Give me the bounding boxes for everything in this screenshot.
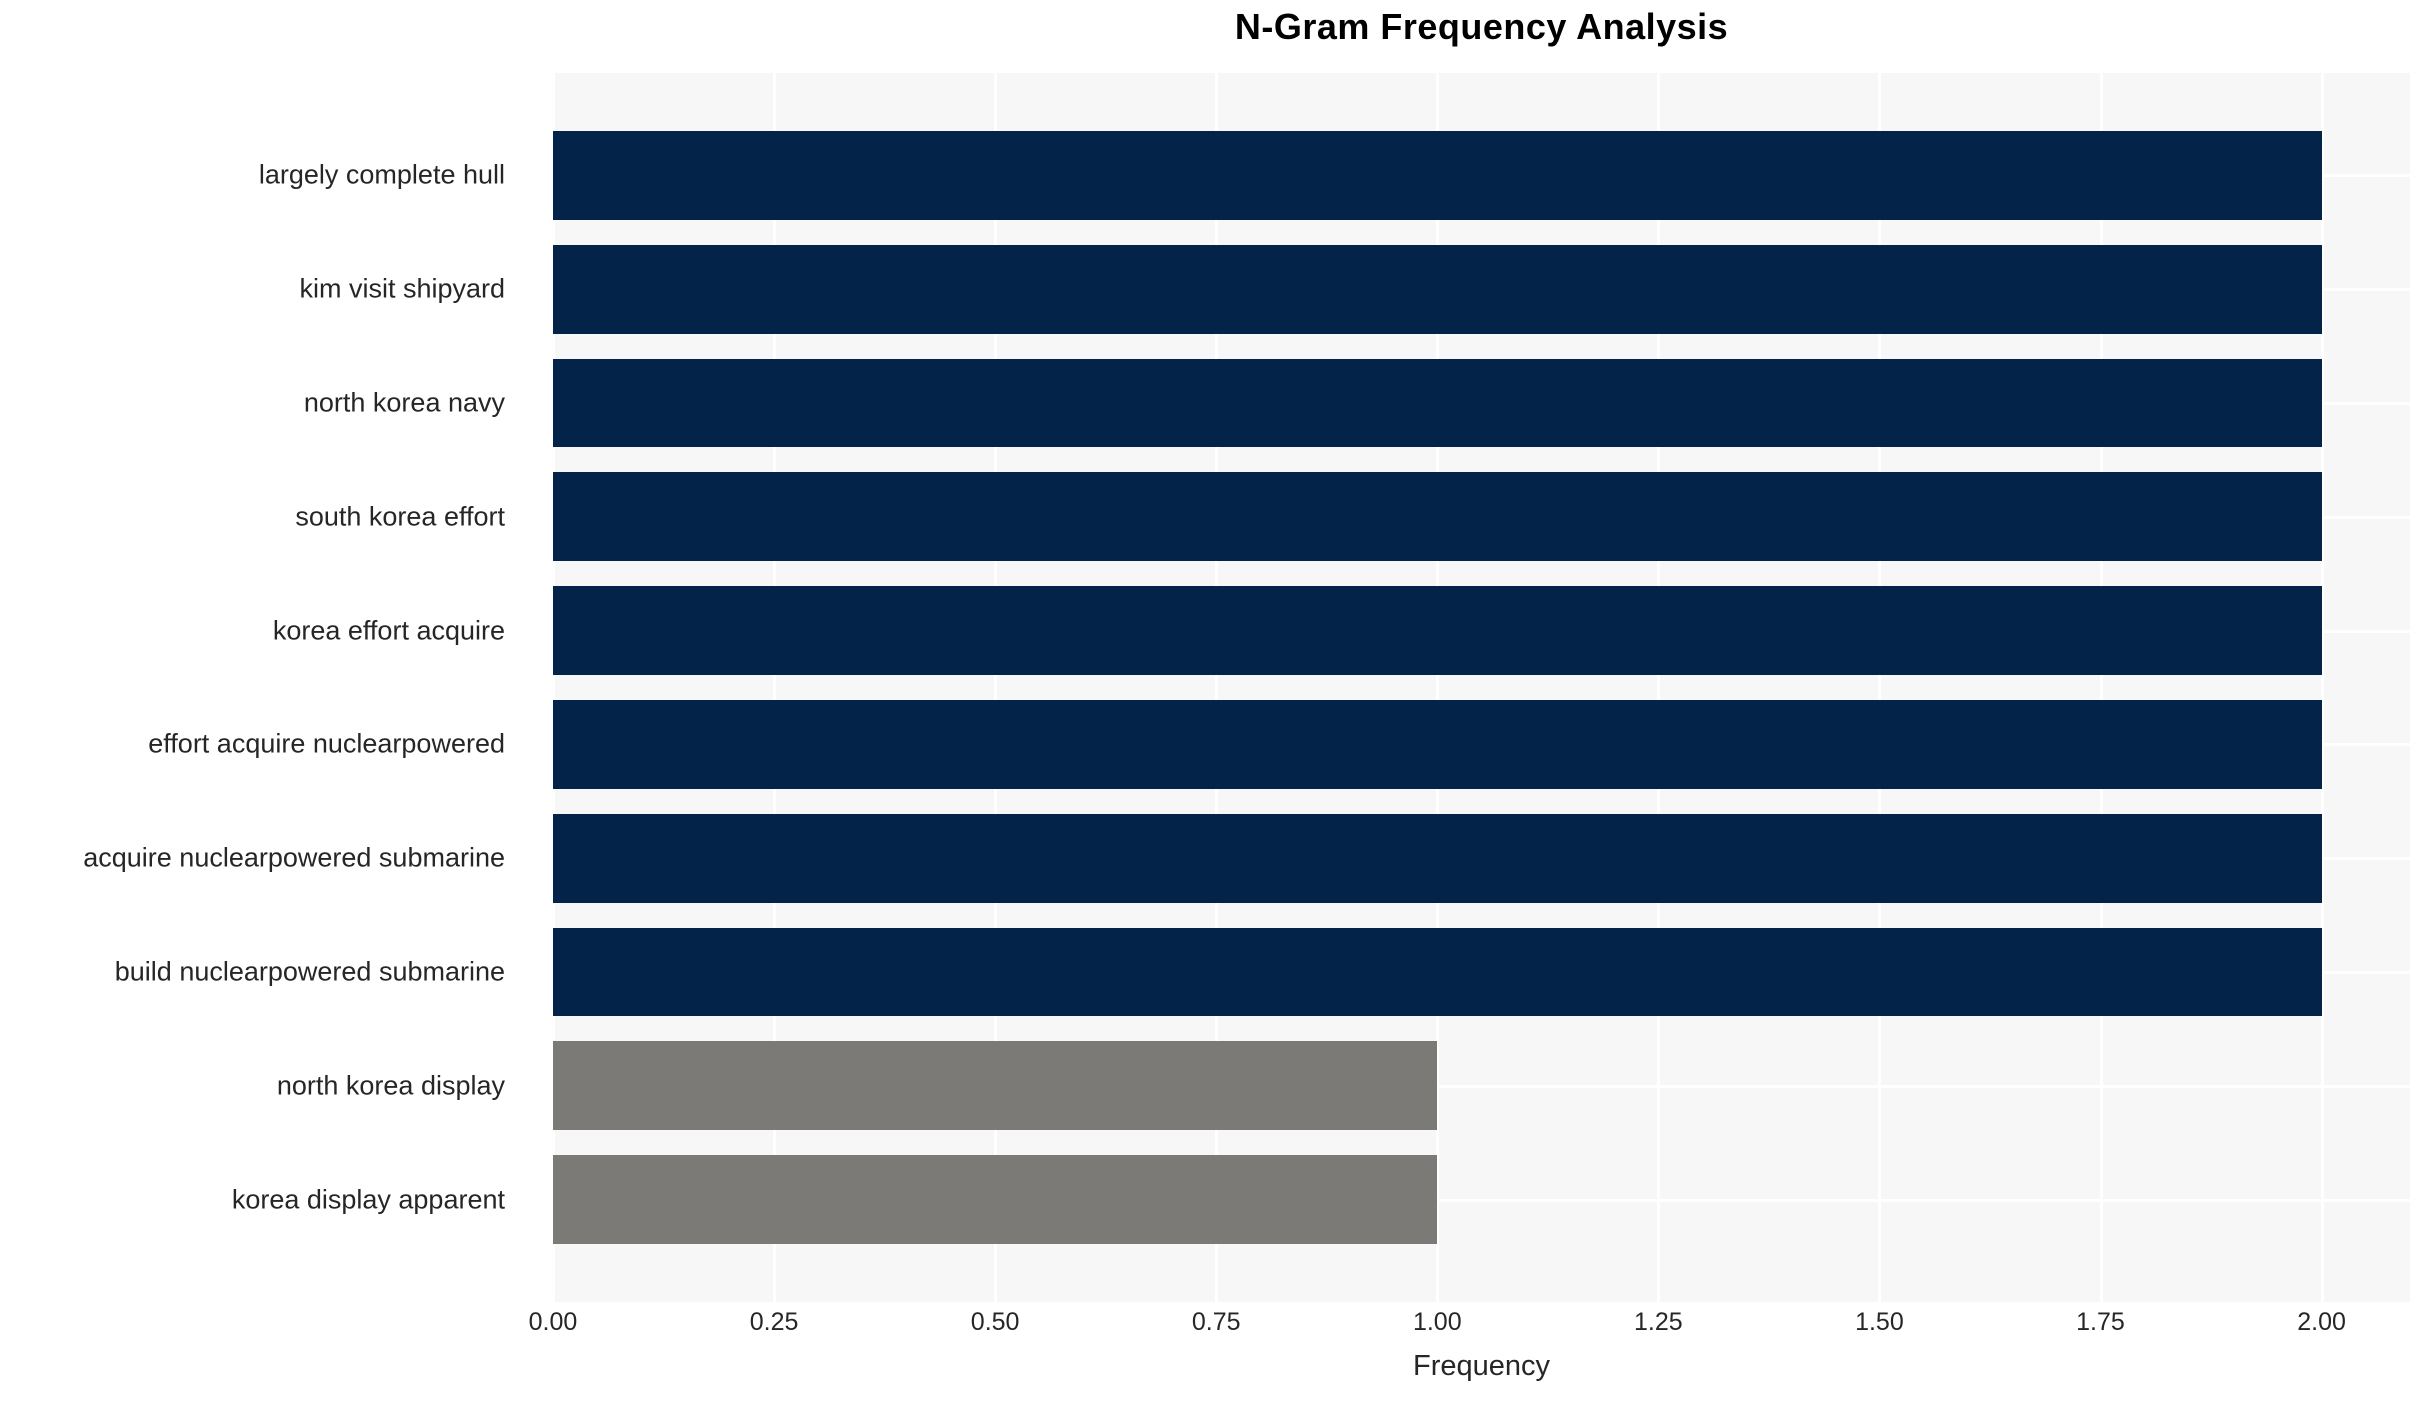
gridline-vertical [552, 73, 555, 1302]
gridline-vertical [2099, 73, 2103, 1302]
chart-title: N-Gram Frequency Analysis [1234, 6, 1729, 47]
gridline-horizontal [553, 1198, 2410, 1202]
bar [553, 244, 2322, 334]
category-label: largely complete hull [258, 159, 505, 190]
bar [553, 927, 2322, 1017]
x-tick-label: 1.25 [1634, 1308, 1683, 1336]
gridline-horizontal [553, 1084, 2410, 1088]
gridline-vertical [994, 73, 998, 1302]
category-label: north korea display [276, 1070, 505, 1101]
bar [553, 813, 2322, 903]
bar [553, 1155, 1438, 1244]
x-axis-label: Frequency [1412, 1350, 1550, 1382]
x-axis-ticks: 0.00 0.25 0.50 0.75 1.00 1.25 1.50 1.75 2.00 [529, 1308, 2410, 1344]
x-tick-label: 1.00 [1412, 1308, 1462, 1336]
category-label: korea display apparent [231, 1184, 505, 1215]
bar [553, 700, 2322, 789]
x-tick-label: 0.75 [1191, 1308, 1241, 1336]
x-tick-label: 2.00 [2297, 1308, 2346, 1336]
category-label: build nuclearpowered submarine [114, 956, 505, 987]
y-axis-labels: largely complete hull kim visit shipyard n… [0, 73, 543, 1302]
gridline-vertical [1657, 73, 1661, 1302]
gridline-vertical [2320, 73, 2324, 1302]
gridline-vertical [1436, 73, 1440, 1302]
category-label: acquire nuclearpowered submarine [83, 842, 505, 873]
x-tick-label: 1.75 [2076, 1308, 2125, 1336]
bar [553, 131, 2322, 220]
bar [553, 472, 2322, 562]
category-label: north korea navy [303, 387, 505, 418]
gridline-vertical [1215, 73, 1219, 1302]
bar [553, 586, 2322, 675]
x-tick-label: 0.25 [749, 1308, 799, 1336]
category-label: korea effort acquire [272, 615, 505, 646]
x-tick-label: 0.00 [528, 1308, 578, 1336]
x-tick-label: 0.50 [970, 1308, 1020, 1336]
category-label: south korea effort [295, 501, 505, 532]
gridline-vertical [773, 73, 777, 1302]
plot-area [552, 73, 2410, 1302]
gridline-vertical [1878, 73, 1882, 1302]
bar [553, 358, 2322, 448]
x-tick-label: 1.50 [1855, 1308, 1904, 1336]
category-label: kim visit shipyard [299, 273, 505, 304]
bar [553, 1041, 1438, 1131]
category-label: effort acquire nuclearpowered [148, 728, 505, 759]
